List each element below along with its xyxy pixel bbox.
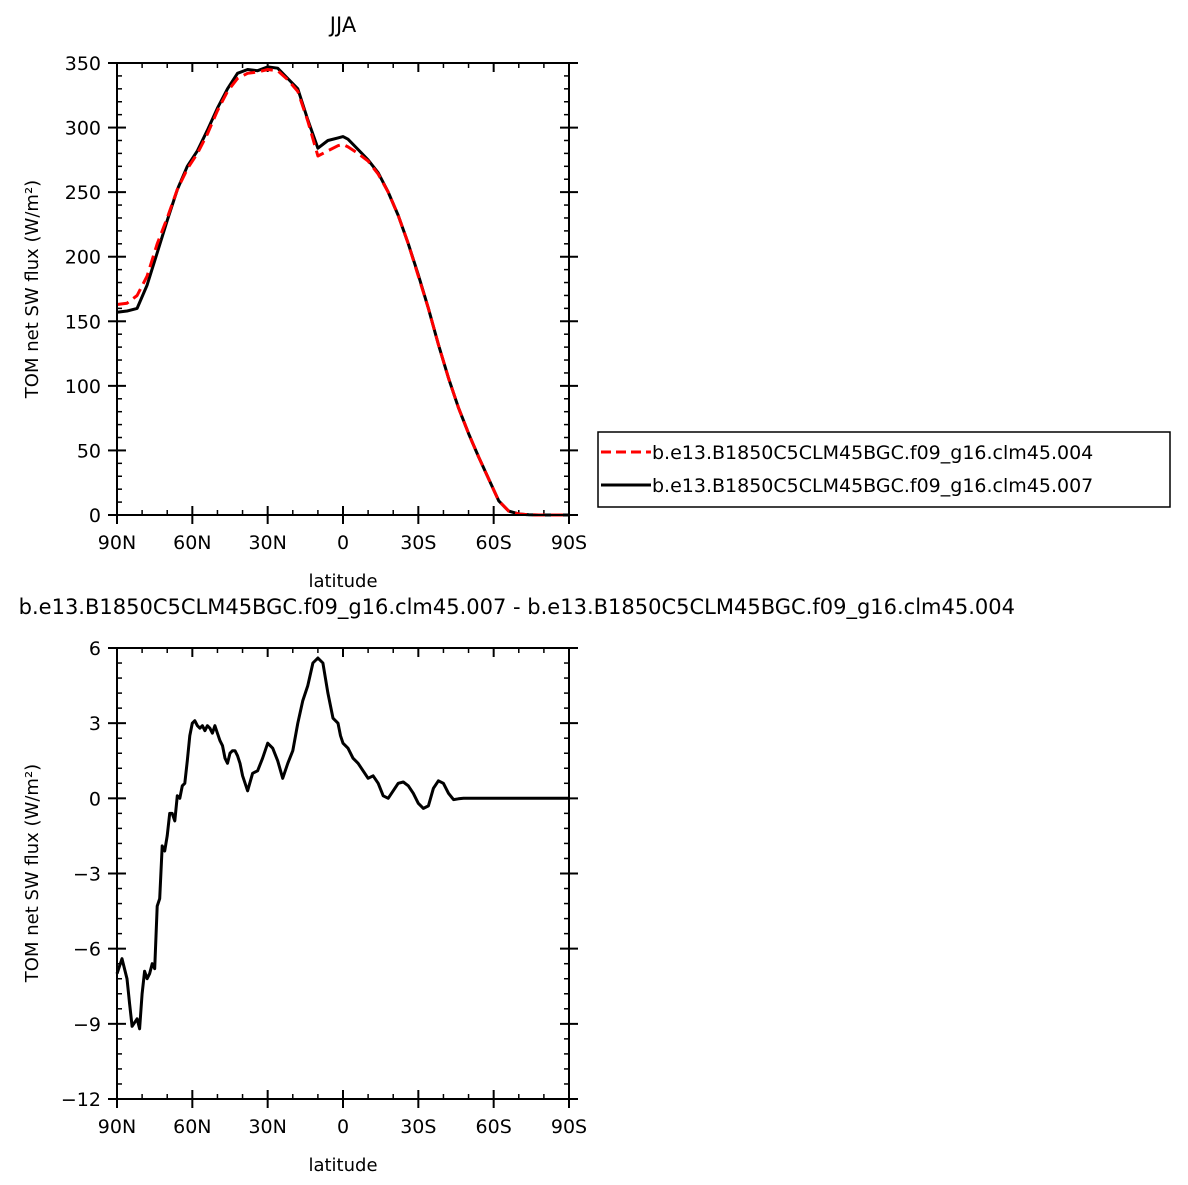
top-panel: JJA 90N 60N 30N 0 30S 60S 90S 0 50 100 150 200 250 30… [22, 13, 587, 592]
top-panel-series [116, 65, 569, 517]
top-xtick-label: 30N [248, 532, 286, 554]
legend-box [597, 431, 1171, 508]
top-panel-frame [116, 62, 570, 516]
top-panel-xlabel: latitude [308, 571, 377, 592]
bottom-panel-ylabel: TOM net SW flux (W/m²) [22, 764, 43, 983]
bottom-ytick-label: −3 [73, 864, 101, 886]
bottom-series-line-0 [115, 656, 569, 1031]
top-ytick-label: 250 [65, 182, 101, 204]
top-ytick-label: 350 [65, 53, 101, 75]
legend-label-004: b.e13.B1850C5CLM45BGC.f09_g16.clm45.004 [652, 442, 1093, 464]
top-ytick-label: 200 [65, 247, 101, 269]
top-ytick-label: 150 [65, 311, 101, 333]
top-series-line-0 [116, 68, 569, 517]
top-ytick-label: 50 [77, 440, 101, 462]
legend: b.e13.B1850C5CLM45BGC.f09_g16.clm45.004 … [597, 431, 1171, 508]
bottom-panel-title: b.e13.B1850C5CLM45BGC.f09_g16.clm45.007 … [19, 595, 1015, 620]
top-ytick-label: 0 [89, 505, 101, 527]
bottom-ytick-label: 3 [89, 713, 101, 735]
legend-label-007: b.e13.B1850C5CLM45BGC.f09_g16.clm45.007 [652, 475, 1093, 497]
top-ytick-label: 100 [65, 376, 101, 398]
bottom-panel-frame [116, 647, 570, 1100]
top-panel-ylabel: TOM net SW flux (W/m²) [22, 180, 43, 399]
top-ytick-label: 300 [65, 118, 101, 140]
bottom-panel-xlabel: latitude [308, 1155, 377, 1176]
bottom-xtick-label: 30S [400, 1116, 436, 1138]
bottom-ytick-label: −12 [61, 1089, 101, 1111]
bottom-ytick-label: −9 [73, 1014, 101, 1036]
top-panel-ticks: 90N 60N 30N 0 30S 60S 90S 0 50 100 150 200 250 300 350 [65, 53, 587, 554]
top-xtick-label: 90N [98, 532, 136, 554]
top-xtick-label: 30S [400, 532, 436, 554]
bottom-ytick-label: 0 [89, 788, 101, 810]
top-panel-title: JJA [328, 13, 357, 37]
bottom-xtick-label: 30N [248, 1116, 286, 1138]
bottom-panel-series [115, 656, 569, 1031]
bottom-panel-ticks: 90N 60N 30N 0 30S 60S 90S −12 −9 −6 −3 0 3 6 [61, 638, 587, 1138]
bottom-ytick-label: −6 [73, 939, 101, 961]
top-xtick-label: 60N [173, 532, 211, 554]
top-xtick-label: 90S [551, 532, 587, 554]
bottom-xtick-label: 0 [337, 1116, 349, 1138]
top-series-line-1 [116, 65, 569, 517]
top-xtick-label: 0 [337, 532, 349, 554]
bottom-ytick-label: 6 [89, 638, 101, 660]
top-xtick-label: 60S [476, 532, 512, 554]
bottom-xtick-label: 90N [98, 1116, 136, 1138]
bottom-xtick-label: 60N [173, 1116, 211, 1138]
bottom-xtick-label: 60S [476, 1116, 512, 1138]
bottom-xtick-label: 90S [551, 1116, 587, 1138]
bottom-panel: b.e13.B1850C5CLM45BGC.f09_g16.clm45.007 … [19, 595, 1015, 1176]
